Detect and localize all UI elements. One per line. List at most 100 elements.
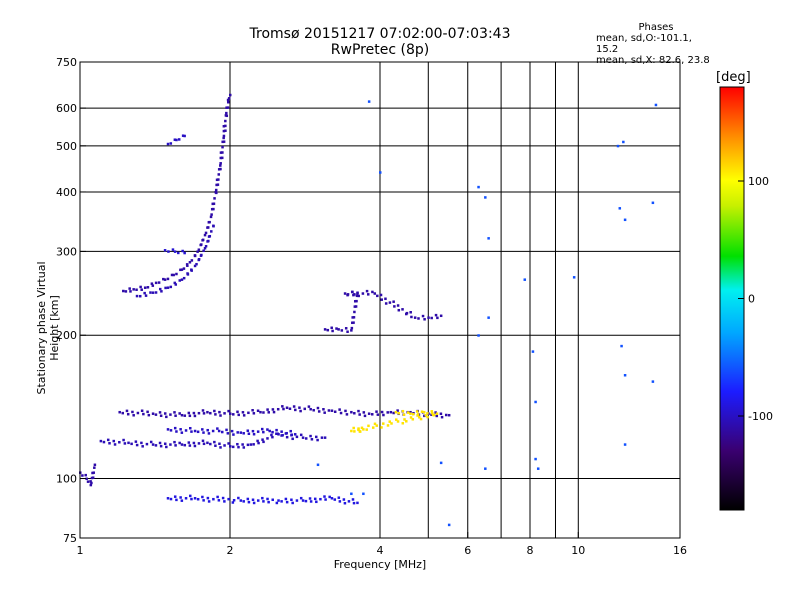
data-point <box>202 431 205 434</box>
data-point <box>276 432 279 435</box>
data-point <box>171 248 175 251</box>
data-point <box>299 496 303 500</box>
data-point <box>213 409 216 413</box>
data-point <box>225 111 228 115</box>
phases-heading: Phases <box>638 22 674 33</box>
data-point <box>201 409 205 412</box>
data-point <box>271 430 274 434</box>
data-point <box>256 439 259 443</box>
data-point <box>323 411 326 414</box>
data-point <box>206 410 209 414</box>
data-point <box>268 429 271 433</box>
data-point <box>132 288 135 291</box>
data-point <box>215 178 219 182</box>
data-point <box>319 497 322 501</box>
data-point <box>322 408 325 411</box>
data-point <box>281 405 284 408</box>
x-tick-label: 16 <box>673 544 687 557</box>
data-point <box>326 328 330 332</box>
data-point <box>350 329 353 332</box>
x-tick-label: 1 <box>77 544 84 557</box>
data-point <box>376 294 379 298</box>
data-point <box>229 93 232 97</box>
data-point <box>222 134 226 138</box>
data-point <box>217 173 221 176</box>
data-point <box>623 218 627 222</box>
data-point <box>356 501 359 505</box>
data-point <box>249 443 253 446</box>
data-point <box>222 125 226 128</box>
data-point <box>207 432 211 435</box>
data-point <box>330 497 334 500</box>
data-point <box>353 300 357 303</box>
data-point <box>169 497 173 501</box>
colorbar-label: [deg] <box>716 70 751 85</box>
data-point <box>154 281 158 285</box>
data-point <box>405 420 408 423</box>
data-point <box>353 411 356 415</box>
data-point <box>487 316 490 319</box>
y-tick-label: 500 <box>56 140 77 153</box>
data-point <box>206 428 209 432</box>
data-point <box>207 500 211 503</box>
data-point <box>144 294 148 297</box>
data-point <box>136 411 140 415</box>
data-point <box>199 243 202 247</box>
data-point <box>160 290 163 293</box>
data-point <box>222 136 225 140</box>
data-point <box>180 443 184 446</box>
data-point <box>355 299 358 303</box>
data-point <box>221 140 224 144</box>
data-point <box>140 441 143 445</box>
data-point <box>154 444 158 447</box>
data-point <box>251 498 255 502</box>
data-point <box>401 422 405 425</box>
data-point <box>141 445 144 448</box>
data-point <box>354 305 358 308</box>
data-point <box>166 497 170 500</box>
data-point <box>246 443 250 447</box>
data-point <box>338 500 342 503</box>
data-point <box>247 432 251 436</box>
data-point <box>266 497 269 501</box>
data-point <box>127 441 130 445</box>
data-point <box>184 429 188 432</box>
data-point <box>251 429 255 433</box>
data-point <box>290 433 294 436</box>
data-point <box>169 285 173 289</box>
data-point <box>140 288 143 291</box>
data-point <box>209 411 212 415</box>
data-point <box>309 500 313 503</box>
data-point <box>150 282 154 285</box>
y-tick-label: 750 <box>56 56 77 69</box>
data-point <box>256 499 260 502</box>
data-point <box>177 138 181 141</box>
data-point <box>175 498 178 502</box>
data-point <box>396 304 400 307</box>
data-point <box>373 422 377 426</box>
data-point <box>266 408 269 411</box>
data-point <box>166 286 170 289</box>
data-point <box>246 497 250 501</box>
title-line-1: Tromsø 20151217 07:02:00-07:03:43 <box>249 26 511 42</box>
data-point <box>118 440 121 444</box>
title-line-2: RwPretec (8p) <box>330 42 430 58</box>
data-point <box>221 496 225 500</box>
data-point <box>256 430 260 433</box>
data-point <box>165 415 168 419</box>
data-point <box>523 278 527 281</box>
x-tick-label: 2 <box>227 544 234 557</box>
data-point <box>212 224 215 228</box>
data-point <box>203 233 207 237</box>
data-point <box>175 138 178 142</box>
data-point <box>128 287 131 290</box>
data-point <box>426 415 429 419</box>
data-point <box>384 302 388 305</box>
data-point <box>135 294 139 298</box>
data-point <box>317 410 321 413</box>
data-point <box>188 444 192 447</box>
data-point <box>316 438 319 442</box>
data-point <box>357 409 360 413</box>
data-point <box>183 443 187 447</box>
data-point <box>157 281 161 284</box>
